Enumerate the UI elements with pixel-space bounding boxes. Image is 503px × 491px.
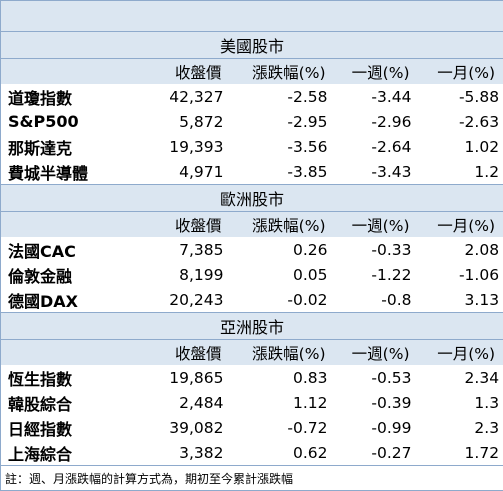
month-value: 2.34 (418, 365, 503, 390)
week-value: -0.27 (334, 440, 418, 466)
region-title: 歐洲股市 (1, 185, 503, 212)
index-name: 恆生指數 (1, 365, 138, 390)
change-value: -2.95 (230, 109, 334, 134)
footnote: 註：週、月漲跌幅的計算方式為，期初至今累計漲跌幅 (1, 466, 503, 491)
table-row: 韓股綜合 2,484 1.12 -0.39 1.3 (1, 390, 503, 415)
week-value: -0.99 (334, 415, 418, 440)
index-name: 上海綜合 (1, 440, 138, 466)
week-value: -3.43 (334, 159, 418, 185)
close-value: 7,385 (138, 237, 230, 262)
table-row: 費城半導體 4,971 -3.85 -3.43 1.2 (1, 159, 503, 185)
change-value: -3.85 (230, 159, 334, 185)
header-week: 一週(%) (334, 340, 418, 366)
header-month: 一月(%) (418, 212, 503, 238)
change-value: -3.56 (230, 134, 334, 159)
region-title-row: 美國股市 (1, 32, 503, 59)
close-value: 39,082 (138, 415, 230, 440)
column-header-row: 收盤價 漲跌幅(%) 一週(%) 一月(%) (1, 212, 503, 238)
header-blank (1, 59, 138, 85)
change-value: 0.62 (230, 440, 334, 466)
table-row: 那斯達克 19,393 -3.56 -2.64 1.02 (1, 134, 503, 159)
header-month: 一月(%) (418, 340, 503, 366)
region-title-row: 亞洲股市 (1, 313, 503, 340)
table-row: 倫敦金融 8,199 0.05 -1.22 -1.06 (1, 262, 503, 287)
week-value: -0.8 (334, 287, 418, 313)
index-name: 德國DAX (1, 287, 138, 313)
change-value: 0.05 (230, 262, 334, 287)
header-week: 一週(%) (334, 59, 418, 85)
header-month: 一月(%) (418, 59, 503, 85)
header-close: 收盤價 (138, 212, 230, 238)
month-value: 2.3 (418, 415, 503, 440)
table-row: 恆生指數 19,865 0.83 -0.53 2.34 (1, 365, 503, 390)
week-value: -2.96 (334, 109, 418, 134)
month-value: 1.02 (418, 134, 503, 159)
change-value: -2.58 (230, 84, 334, 109)
header-change: 漲跌幅(%) (230, 212, 334, 238)
close-value: 3,382 (138, 440, 230, 466)
header-week: 一週(%) (334, 212, 418, 238)
close-value: 8,199 (138, 262, 230, 287)
change-value: 1.12 (230, 390, 334, 415)
close-value: 42,327 (138, 84, 230, 109)
index-name: 韓股綜合 (1, 390, 138, 415)
top-band (1, 1, 503, 32)
column-header-row: 收盤價 漲跌幅(%) 一週(%) 一月(%) (1, 59, 503, 85)
close-value: 2,484 (138, 390, 230, 415)
table-row: 法國CAC 7,385 0.26 -0.33 2.08 (1, 237, 503, 262)
header-blank (1, 340, 138, 366)
column-header-row: 收盤價 漲跌幅(%) 一週(%) 一月(%) (1, 340, 503, 366)
month-value: -2.63 (418, 109, 503, 134)
change-value: -0.72 (230, 415, 334, 440)
index-name: 日經指數 (1, 415, 138, 440)
table-row: 道瓊指數 42,327 -2.58 -3.44 -5.88 (1, 84, 503, 109)
index-name: 法國CAC (1, 237, 138, 262)
month-value: -1.06 (418, 262, 503, 287)
header-close: 收盤價 (138, 59, 230, 85)
week-value: -3.44 (334, 84, 418, 109)
month-value: 1.72 (418, 440, 503, 466)
month-value: -5.88 (418, 84, 503, 109)
week-value: -1.22 (334, 262, 418, 287)
table-row: S&P500 5,872 -2.95 -2.96 -2.63 (1, 109, 503, 134)
index-name: 道瓊指數 (1, 84, 138, 109)
header-change: 漲跌幅(%) (230, 59, 334, 85)
week-value: -2.64 (334, 134, 418, 159)
region-title: 亞洲股市 (1, 313, 503, 340)
region-title-row: 歐洲股市 (1, 185, 503, 212)
close-value: 20,243 (138, 287, 230, 313)
index-name: 那斯達克 (1, 134, 138, 159)
month-value: 2.08 (418, 237, 503, 262)
header-change: 漲跌幅(%) (230, 340, 334, 366)
week-value: -0.53 (334, 365, 418, 390)
index-name: 倫敦金融 (1, 262, 138, 287)
month-value: 1.2 (418, 159, 503, 185)
index-name: 費城半導體 (1, 159, 138, 185)
index-name: S&P500 (1, 109, 138, 134)
close-value: 5,872 (138, 109, 230, 134)
close-value: 4,971 (138, 159, 230, 185)
region-title: 美國股市 (1, 32, 503, 59)
change-value: 0.26 (230, 237, 334, 262)
change-value: -0.02 (230, 287, 334, 313)
month-value: 1.3 (418, 390, 503, 415)
header-blank (1, 212, 138, 238)
month-value: 3.13 (418, 287, 503, 313)
close-value: 19,393 (138, 134, 230, 159)
week-value: -0.33 (334, 237, 418, 262)
table-row: 日經指數 39,082 -0.72 -0.99 2.3 (1, 415, 503, 440)
footnote-row: 註：週、月漲跌幅的計算方式為，期初至今累計漲跌幅 (1, 466, 503, 491)
change-value: 0.83 (230, 365, 334, 390)
header-close: 收盤價 (138, 340, 230, 366)
table-row: 上海綜合 3,382 0.62 -0.27 1.72 (1, 440, 503, 466)
table-row: 德國DAX 20,243 -0.02 -0.8 3.13 (1, 287, 503, 313)
week-value: -0.39 (334, 390, 418, 415)
close-value: 19,865 (138, 365, 230, 390)
